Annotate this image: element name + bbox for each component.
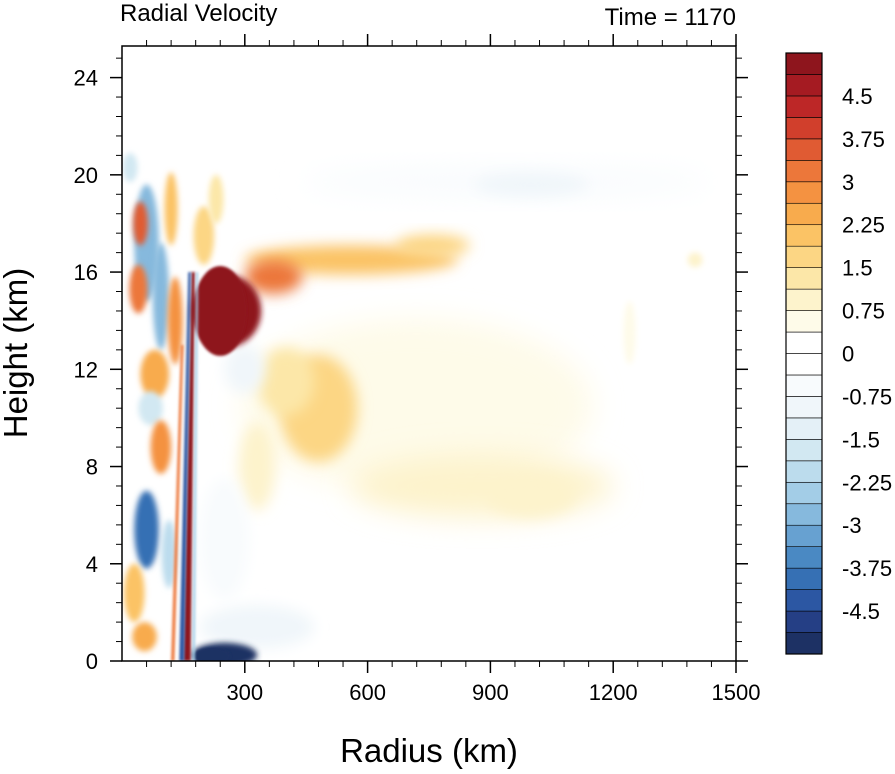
colorbar-swatch [785,374,823,397]
field-blob [193,206,215,265]
colorbar-label: 0.75 [842,299,885,324]
colorbar-label: 3.75 [842,127,885,152]
y-tick-label: 16 [74,260,98,285]
field-blob [132,622,157,652]
colorbar-swatch [785,439,823,462]
colorbar-swatch [785,117,823,140]
field-blob [138,391,163,426]
colorbar-swatch [785,245,823,268]
colorbar-label: 0 [842,342,854,367]
colorbar-label: 1.5 [842,256,873,281]
colorbar-swatch [785,546,823,569]
field-blob [122,152,138,183]
x-tick-label: 600 [349,680,386,705]
x-tick-label: 1500 [712,680,761,705]
field-blob [257,347,315,416]
colorbar-swatch [785,610,823,633]
colorbar-label: -1.5 [842,427,880,452]
colorbar-swatch [785,353,823,376]
colorbar-swatch [785,224,823,247]
field-blob [193,265,247,356]
x-tick-label: 900 [472,680,509,705]
x-tick-label: 1200 [589,680,638,705]
axis-ticks: 300 600 900 1200 1500 0 4 8 12 16 20 24 [74,34,761,705]
field-blob [134,490,159,569]
colorbar-swatch [785,160,823,183]
colorbar-label: -0.75 [842,384,892,409]
field-blob [244,259,303,294]
field-blob [238,422,276,511]
chart-time-label: Time = 1170 [605,4,736,31]
field-blob [208,174,224,224]
field-blob [396,234,470,257]
velocity-field [122,152,712,661]
y-tick-label: 0 [86,649,98,674]
colorbar-swatch [785,74,823,97]
colorbar: 4.5 3.75 3 2.25 1.5 0.75 0 -0.75 -1.5 -2.25 -3 -3.7… [785,52,892,655]
colorbar-swatch [785,396,823,419]
colorbar-swatch [785,95,823,118]
colorbar-swatch [785,310,823,333]
field-blob [140,349,170,399]
field-blob [133,201,148,246]
field-blob [129,264,148,314]
colorbar-swatch [785,503,823,526]
field-blob [244,245,458,275]
plot-frame [121,45,737,662]
field-blob [623,301,636,365]
colorbar-label: 3 [842,170,854,195]
field-blob [124,563,145,623]
colorbar-swatch [785,460,823,483]
field-blob [351,454,614,518]
y-tick-label: 4 [86,552,98,577]
field-blob [687,252,703,268]
y-tick-label: 8 [86,455,98,480]
colorbar-label: -4.5 [842,599,880,624]
field-blob [199,605,315,649]
colorbar-swatch [785,52,823,75]
plot-area: 300 600 900 1200 1500 0 4 8 12 16 20 24 [74,34,761,705]
field-blob [167,276,183,365]
field-blob [486,473,577,518]
field-blob [474,172,589,197]
field-blob [164,172,178,246]
x-axis-label: Radius (km) [340,732,518,769]
colorbar-swatch [785,267,823,290]
field-blob [150,420,172,474]
colorbar-label: -2.25 [842,470,892,495]
y-axis-label: Height (km) [0,268,34,439]
field-blob [161,520,177,589]
colorbar-frame [785,52,823,655]
field-blob [224,344,266,394]
field-blob [199,478,249,601]
colorbar-swatch [785,524,823,547]
colorbar-swatch [785,589,823,612]
colorbar-swatch [785,181,823,204]
colorbar-swatch [785,632,823,655]
colorbar-swatch [785,202,823,226]
eyewall-band-strip [171,344,184,661]
y-tick-label: 20 [74,163,98,188]
y-tick-label: 24 [74,66,98,91]
colorbar-label: 4.5 [842,84,873,109]
colorbar-swatch [785,567,823,590]
colorbar-label: 2.25 [842,213,885,238]
eyewall-inflow-strip [179,272,191,661]
colorbar-swatch [785,481,823,505]
field-blob [193,647,231,661]
colorbar-label: -3.75 [842,556,892,581]
colorbar-label: -3 [842,513,862,538]
eyewall-band-strip [192,272,199,661]
colorbar-swatch [785,288,823,311]
eyewall-outflow-strip [183,272,195,661]
colorbar-swatch [785,417,823,440]
y-tick-label: 12 [74,357,98,382]
field-blob [152,242,170,350]
x-tick-label: 300 [226,680,263,705]
colorbar-swatch [785,138,823,161]
colorbar-swatch [785,331,823,354]
chart-title: Radial Velocity [120,0,277,27]
